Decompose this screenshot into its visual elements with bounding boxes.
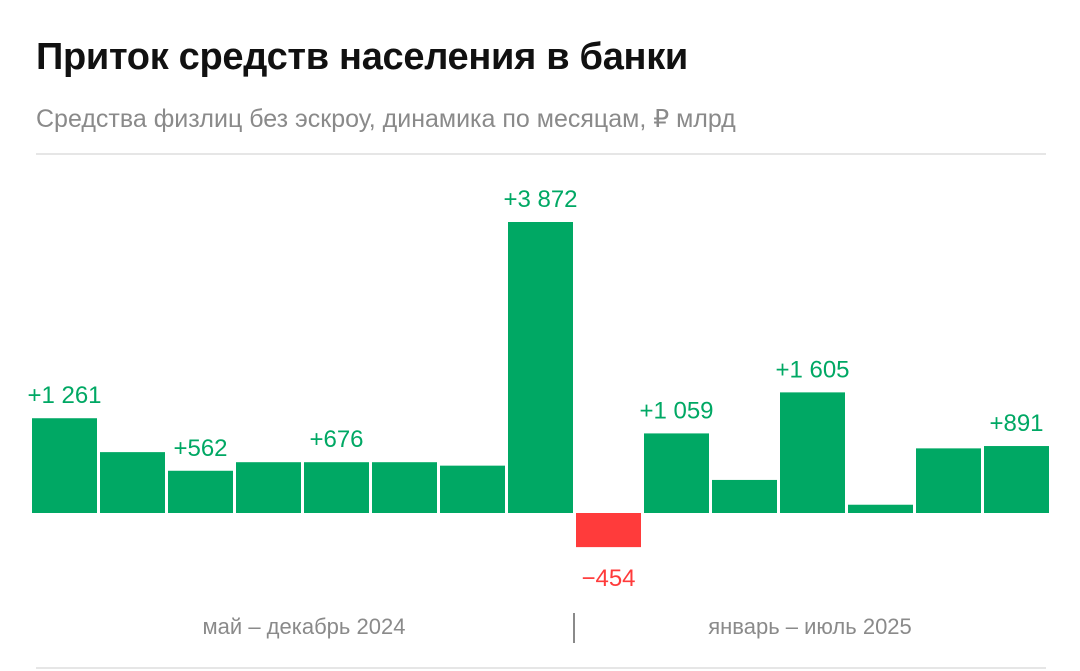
- chart-subtitle: Средства физлиц без эскроу, динамика по …: [36, 105, 736, 133]
- top-divider: [36, 153, 1046, 155]
- bar-9: [576, 513, 641, 548]
- bar-10: [644, 433, 709, 513]
- period-label-2024: май – декабрь 2024: [202, 614, 406, 639]
- bottom-divider: [36, 667, 1046, 669]
- bar-value-label-8: +3 872: [503, 186, 577, 213]
- bar-value-label-9: −454: [581, 565, 635, 592]
- bar-5: [304, 462, 369, 513]
- chart-title: Приток средств населения в банки: [36, 36, 688, 78]
- bar-4: [236, 462, 301, 513]
- bar-value-label-1: +1 261: [27, 382, 101, 409]
- bar-value-label-10: +1 059: [639, 397, 713, 424]
- bar-13: [848, 504, 913, 513]
- bar-value-label-12: +1 605: [775, 356, 849, 383]
- bar-value-label-5: +676: [309, 426, 363, 453]
- period-label-2025: январь – июль 2025: [708, 614, 912, 639]
- bar-8: [508, 222, 573, 513]
- bar-value-label-3: +562: [173, 435, 227, 462]
- bar-14: [916, 448, 981, 513]
- bar-3: [168, 470, 233, 513]
- bar-7: [440, 465, 505, 513]
- bar-15: [984, 446, 1049, 513]
- period-divider: [573, 613, 575, 643]
- bar-value-label-15: +891: [989, 410, 1043, 437]
- bar-1: [32, 418, 97, 513]
- bar-11: [712, 479, 777, 513]
- bar-12: [780, 392, 845, 513]
- bar-2: [100, 452, 165, 513]
- bar-6: [372, 462, 437, 513]
